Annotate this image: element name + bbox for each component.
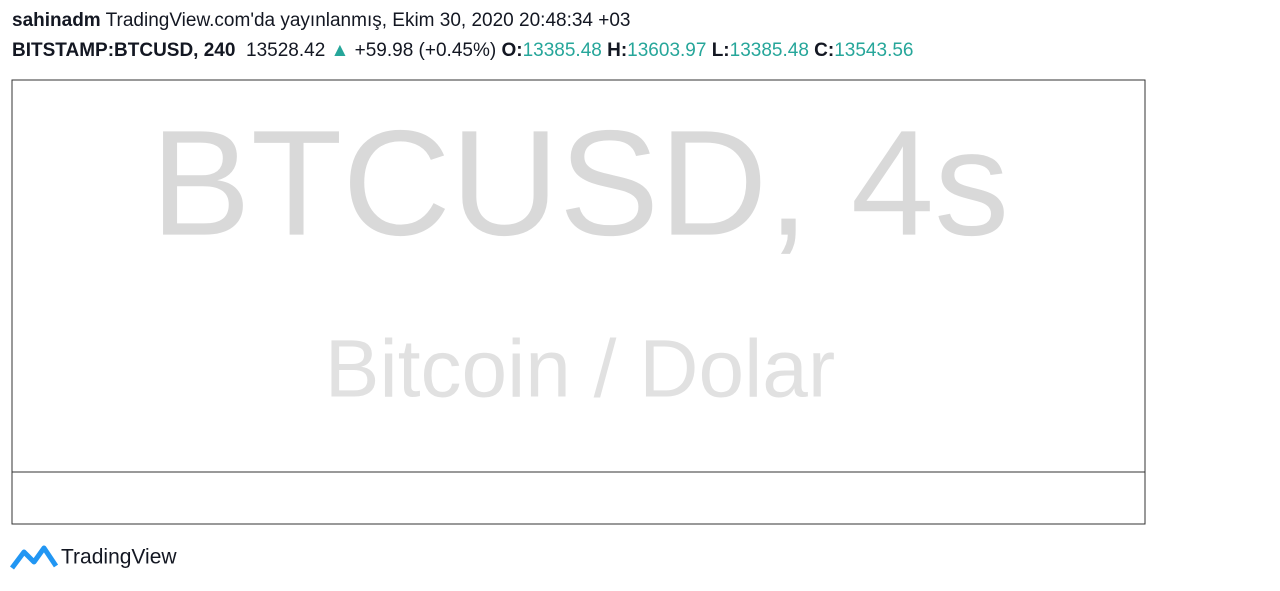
watermark-sub: Bitcoin / Dolar <box>325 324 835 415</box>
ohlc-label: C: <box>814 40 835 61</box>
watermark: BTCUSD, 4s <box>151 99 1009 267</box>
ohlc-value: 13543.56 <box>834 40 914 61</box>
frame <box>11 79 1146 525</box>
footer-logo: TradingView <box>10 545 177 570</box>
ohlc-value: 13385.48 <box>522 40 602 61</box>
header-line-2: BITSTAMP:BTCUSD, 240 13528.42 ▲ +59.98 (… <box>12 40 913 62</box>
change: +59.98 (+0.45%) <box>354 40 497 61</box>
footer-brand: TradingView <box>61 546 177 569</box>
up-icon: ▲ <box>330 40 350 61</box>
header-line-1: sahinadm TradingView.com'da yayınlanmış,… <box>12 10 631 32</box>
symbol: BITSTAMP:BTCUSD, 240 <box>12 40 236 61</box>
ohlc-label: O: <box>501 40 523 61</box>
last-price: 13528.42 <box>246 40 326 61</box>
author: sahinadm <box>12 10 101 31</box>
ohlc-label: H: <box>607 40 628 61</box>
published: TradingView.com'da yayınlanmış, Ekim 30,… <box>105 10 631 31</box>
ohlc-value: 13603.97 <box>627 40 707 61</box>
ohlc: O:13385.48 H:13603.97 L:13385.48 C:13543… <box>501 40 913 61</box>
ohlc-label: L: <box>711 40 730 61</box>
logo-icon <box>10 545 59 570</box>
ohlc-value: 13385.48 <box>729 40 809 61</box>
